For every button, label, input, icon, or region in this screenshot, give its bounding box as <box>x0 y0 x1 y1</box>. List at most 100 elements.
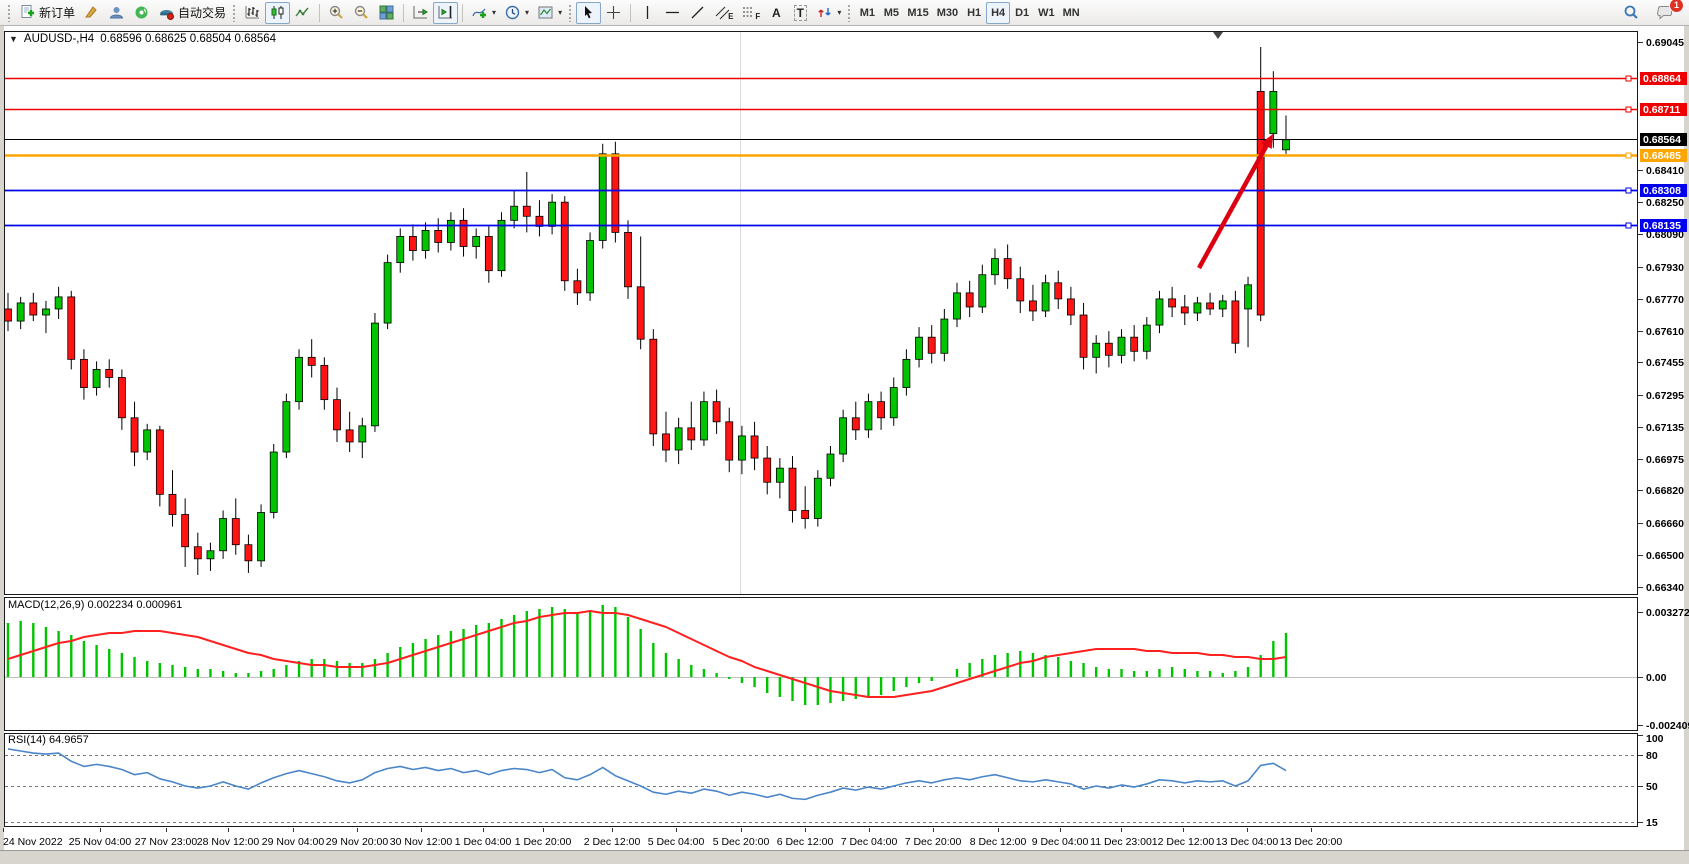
tile-windows-icon <box>378 4 395 21</box>
candle-bullish <box>991 258 999 276</box>
candlestick-button[interactable] <box>265 1 291 24</box>
time-tick-label: 7 Dec 04:00 <box>841 836 898 848</box>
new-order-button-label: 新订单 <box>39 6 76 20</box>
chart-shift-button[interactable] <box>433 1 459 24</box>
timeframe-m1-button[interactable]: M1 <box>859 6 875 19</box>
candle-bearish <box>1003 258 1012 280</box>
price-level-badge-label: 0.68135 <box>1643 220 1681 232</box>
candle-bearish <box>573 280 582 294</box>
text-button[interactable]: A <box>764 2 788 24</box>
candle-bullish <box>700 401 708 441</box>
time-tick-label: 24 Nov 2022 <box>3 836 63 848</box>
toolbar-drag-handle[interactable] <box>568 3 573 22</box>
timeframe-m30-button[interactable]: M30 <box>936 6 959 19</box>
candle-bullish <box>92 369 101 388</box>
candle-bullish <box>206 550 215 560</box>
notifications-button[interactable]: 1 <box>1652 0 1684 24</box>
tile-windows-button[interactable] <box>374 2 399 24</box>
timeframe-h4-button[interactable]: H4 <box>986 1 1011 24</box>
time-axis[interactable]: 24 Nov 2022 25 Nov 04:00 27 Nov 23:00 28 No… <box>3 828 1342 848</box>
rsi-panel[interactable] <box>5 748 1637 823</box>
label-button[interactable]: T <box>788 2 812 24</box>
candle-bullish <box>598 153 607 241</box>
timeframe-m15-button[interactable]: M15 <box>907 6 929 19</box>
rsi-axis-label: 15 <box>1646 817 1658 829</box>
price-axis[interactable]: 0.690450.684100.682500.680900.679300.677… <box>1638 37 1689 829</box>
vertical-line-button[interactable] <box>635 2 660 24</box>
candle-bearish <box>1079 314 1088 358</box>
crosshair-button[interactable] <box>601 2 626 24</box>
auto-scroll-button[interactable] <box>408 2 433 24</box>
candle-bearish <box>130 417 139 453</box>
candle-bearish <box>725 421 734 461</box>
candle-bearish <box>459 219 468 247</box>
toolbar-drag-handle[interactable] <box>7 3 11 22</box>
candle-bullish <box>902 358 911 388</box>
channel-icon <box>714 4 731 21</box>
indicators-button[interactable]: ▾ <box>467 2 500 24</box>
vline-icon <box>639 4 656 21</box>
timeframe-m5-button[interactable]: M5 <box>883 6 899 19</box>
bar-chart-button[interactable] <box>240 2 265 24</box>
timeframe-mn-button[interactable]: MN <box>1062 6 1080 19</box>
price-tick-label: 0.67930 <box>1646 262 1684 274</box>
new-order-button[interactable]: 新订单 <box>15 2 79 24</box>
arrows-button[interactable]: ▾ <box>812 2 845 24</box>
candle-bearish <box>649 338 658 435</box>
price-tick-label: 0.68410 <box>1646 165 1684 177</box>
candle-bullish <box>1218 300 1227 310</box>
timeframe-d1-button[interactable]: D1 <box>1015 6 1030 19</box>
candle-bullish <box>472 236 481 247</box>
channel-button[interactable]: E <box>710 2 737 24</box>
candle-bullish <box>510 205 519 221</box>
crosshair-icon <box>605 4 622 21</box>
candle-bullish <box>953 292 961 320</box>
price-level-lines[interactable] <box>5 75 1637 229</box>
signals-button[interactable] <box>129 2 154 24</box>
fibonacci-button[interactable]: F <box>737 2 764 24</box>
candle-bullish <box>497 219 506 272</box>
price-level-badge <box>1640 149 1687 162</box>
timeframe-h1-button[interactable]: H1 <box>967 6 982 19</box>
time-tick-label: 29 Nov 04:00 <box>262 836 325 848</box>
market-watch-button[interactable] <box>104 2 129 24</box>
search-icon <box>1622 4 1640 21</box>
cursor-button[interactable] <box>576 1 602 24</box>
autotrading-button[interactable]: 自动交易 <box>154 2 230 24</box>
candle-bearish <box>1104 342 1113 356</box>
zoom-in-button[interactable] <box>324 2 349 24</box>
chevron-down-icon[interactable]: ▾ <box>492 8 497 17</box>
rsi-panel-frame <box>4 733 1638 827</box>
candle-bullish <box>1282 139 1290 151</box>
zoom-out-button[interactable] <box>349 2 374 24</box>
candle-bearish <box>193 546 202 560</box>
horizontal-line-button[interactable] <box>660 2 685 24</box>
ohlc-toggle-icon[interactable]: ▼ <box>9 34 18 44</box>
chevron-down-icon[interactable]: ▾ <box>525 8 530 17</box>
chevron-down-icon[interactable]: ▾ <box>837 8 842 17</box>
candlestick-series[interactable] <box>4 47 1290 575</box>
candle-bearish <box>522 205 531 217</box>
time-tick-label: 27 Nov 23:00 <box>135 836 198 848</box>
level-line-anchor <box>1625 187 1632 194</box>
metaeditor-button[interactable] <box>79 2 104 24</box>
line-chart-button[interactable] <box>290 2 315 24</box>
templates-button[interactable]: ▾ <box>533 2 566 24</box>
search-button[interactable] <box>1618 2 1644 24</box>
candle-bullish <box>383 262 392 324</box>
trend-arrow-annotation[interactable] <box>1197 134 1273 270</box>
trendline-button[interactable] <box>685 2 710 24</box>
macd-panel[interactable] <box>5 605 1637 705</box>
toolbar-drag-handle[interactable] <box>232 3 237 22</box>
candle-bearish <box>965 292 974 308</box>
price-tick-label: 0.67610 <box>1646 326 1684 338</box>
periods-button[interactable]: ▾ <box>500 2 533 24</box>
toolbar-drag-handle[interactable] <box>847 3 852 22</box>
chevron-down-icon[interactable]: ▾ <box>558 8 563 17</box>
timeframe-w1-button[interactable]: W1 <box>1038 6 1055 19</box>
price-level-badge <box>1640 103 1687 116</box>
candle-bullish <box>219 518 228 552</box>
candle-bullish <box>548 201 556 227</box>
level-line-anchor <box>1625 152 1632 159</box>
